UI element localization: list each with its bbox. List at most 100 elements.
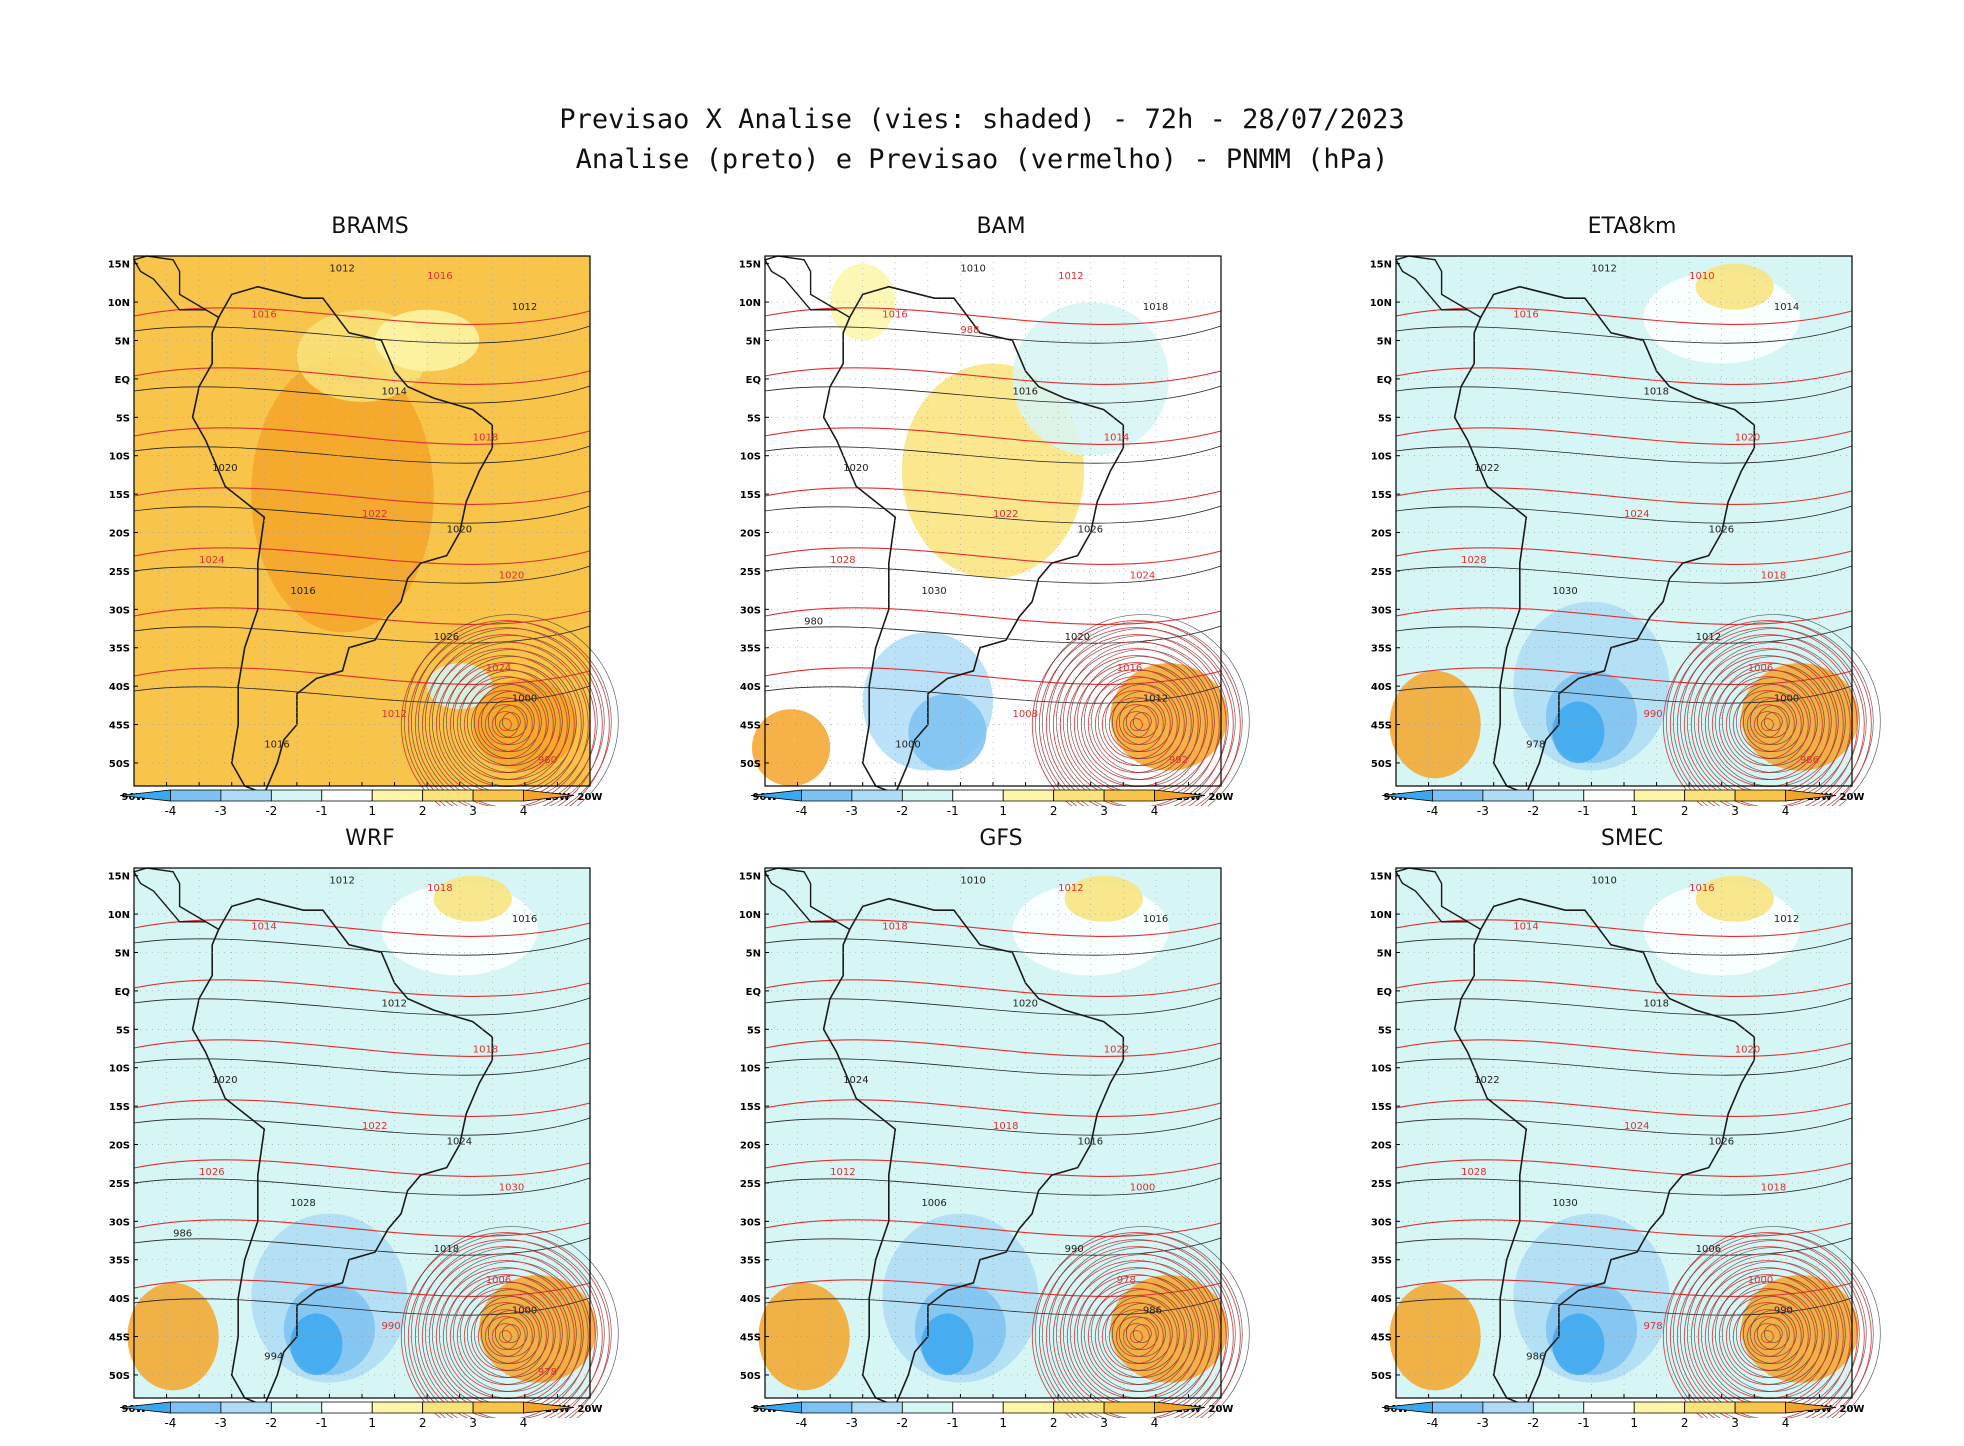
colorbar-label: 4 xyxy=(1782,1416,1790,1430)
isobar-label: 1016 xyxy=(1013,386,1038,397)
colorbar-label: 2 xyxy=(1681,804,1689,818)
analysis-isobar xyxy=(133,445,591,464)
latitude-tick-label: 10N xyxy=(739,910,761,921)
isobar-label: 1006 xyxy=(486,1275,511,1286)
colorbar-bin xyxy=(801,789,853,802)
latitude-tick-label: EQ xyxy=(746,987,761,998)
isobar-label: 1022 xyxy=(1104,1044,1129,1055)
low-isobar-ring xyxy=(1669,627,1865,806)
forecast-isobar xyxy=(764,1039,1222,1057)
isobar-label: 1006 xyxy=(1748,663,1773,674)
analysis-isobar xyxy=(133,565,591,584)
map-panel-smec: SMEC 1010 1016 1012 1014 1018 1020 1022 1024 102… xyxy=(1362,826,1902,1446)
latitude-tick-label: EQ xyxy=(1377,375,1392,386)
isobar-label: 990 xyxy=(1065,1244,1084,1255)
forecast-isobar xyxy=(133,667,591,685)
bias-anomaly xyxy=(751,709,831,786)
forecast-isobar xyxy=(764,607,1222,625)
latitude-tick-label: 10S xyxy=(1371,1064,1392,1075)
isobar-label: 1030 xyxy=(1552,586,1577,597)
latitude-tick-label: 5N xyxy=(115,948,130,959)
forecast-isobar xyxy=(1395,1099,1853,1117)
longitude-tick-label: 90W xyxy=(753,792,778,803)
isobar-label: 1016 xyxy=(1513,309,1538,320)
map-panel-gfs: GFS 1010 1012 1016 1018 1020 1022 1024 1018 1016… xyxy=(731,826,1271,1446)
isobar-label: 1012 xyxy=(329,875,354,886)
latitude-tick-label: EQ xyxy=(746,375,761,386)
isobar-label: 1016 xyxy=(1078,1137,1103,1148)
colorbar-bin xyxy=(1482,789,1534,802)
latitude-tick-label: 30S xyxy=(1371,1217,1392,1228)
low-isobar-ring xyxy=(1034,614,1250,806)
isobar-label: 1024 xyxy=(1624,509,1649,520)
colorbar-bin xyxy=(422,1401,474,1414)
forecast-isobar xyxy=(133,427,591,445)
forecast-isobar xyxy=(1395,1279,1853,1297)
colorbar-bin xyxy=(321,1401,373,1414)
low-isobar-ring xyxy=(1718,676,1816,774)
isobar-label: 1006 xyxy=(1696,1244,1721,1255)
colorbar-label: -1 xyxy=(316,804,328,818)
colorbar-bin xyxy=(170,1401,222,1414)
low-isobar-ring xyxy=(1115,1316,1157,1358)
low-isobar-ring xyxy=(484,704,526,746)
latitude-tick-label: 15N xyxy=(1370,260,1392,271)
latitude-tick-label: 20S xyxy=(740,1141,761,1152)
bias-colorbar: -4 -3 -2 -1 1 2 3 4 xyxy=(119,1401,575,1430)
colorbar-label: 2 xyxy=(419,804,427,818)
colorbar-label: -4 xyxy=(1426,804,1438,818)
analysis-isobar xyxy=(1395,505,1853,524)
forecast-isobar xyxy=(133,307,591,325)
colorbar-label: -1 xyxy=(1578,1416,1590,1430)
analysis-isobar xyxy=(133,1297,591,1316)
latitude-tick-label: 50S xyxy=(1371,1371,1392,1382)
colorbar-bin xyxy=(901,1401,954,1414)
low-isobar-ring xyxy=(1104,684,1180,759)
latitude-tick-label: 5N xyxy=(1377,336,1392,347)
isobar-label: 978 xyxy=(538,1367,557,1378)
isobar-label: 1012 xyxy=(512,302,537,313)
latitude-tick-label: 10S xyxy=(109,452,130,463)
latitude-tick-label: 10S xyxy=(109,1064,130,1075)
colorbar-bin xyxy=(801,1401,853,1414)
latitude-tick-label: 15N xyxy=(1370,872,1392,883)
low-isobar-ring xyxy=(1742,1303,1804,1364)
isobar-group xyxy=(764,919,1222,1316)
map-plot: 1012 1016 1012 1016 1014 1018 1020 1022 1020 1024… xyxy=(108,255,619,806)
latitude-tick-label: 15S xyxy=(109,1102,130,1113)
latitude-tick-label: EQ xyxy=(115,987,130,998)
latitude-tick-label: 10N xyxy=(108,910,130,921)
colorbar-label: -2 xyxy=(896,1416,908,1430)
low-isobar-ring xyxy=(1031,1232,1241,1418)
latitude-tick-label: 35S xyxy=(740,644,761,655)
low-isobar-ring xyxy=(1038,1239,1234,1418)
isobar-label: 1028 xyxy=(290,1198,315,1209)
latitude-tick-label: 40S xyxy=(740,682,761,693)
latitude-tick-label: 45S xyxy=(1371,721,1392,732)
colorbar-bin xyxy=(1154,1401,1206,1414)
bias-colorbar: -4 -3 -2 -1 1 2 3 4 xyxy=(1381,789,1837,818)
analysis-isobar xyxy=(764,685,1222,704)
colorbar-bin xyxy=(422,789,474,802)
bias-colorbar: -4 -3 -2 -1 1 2 3 4 xyxy=(750,1401,1206,1430)
colorbar-label: 1 xyxy=(368,1416,376,1430)
isobar-label: 1030 xyxy=(921,586,946,597)
forecast-isobar xyxy=(133,487,591,505)
colorbar-label: 2 xyxy=(1050,1416,1058,1430)
latitude-tick-label: 5S xyxy=(1378,413,1392,424)
latitude-tick-label: 35S xyxy=(1371,1256,1392,1267)
low-isobar-ring xyxy=(1115,704,1157,746)
isobar-label: 1016 xyxy=(1143,914,1168,925)
latitude-tick-label: 50S xyxy=(109,1371,130,1382)
latitude-tick-label: 25S xyxy=(740,567,761,578)
latitude-tick-label: 50S xyxy=(740,759,761,770)
latitude-tick-label: 20S xyxy=(109,529,130,540)
latitude-tick-label: 40S xyxy=(1371,1294,1392,1305)
forecast-isobar xyxy=(1395,919,1853,937)
latitude-tick-label: 10N xyxy=(739,298,761,309)
latitude-tick-label: 45S xyxy=(1371,1333,1392,1344)
colorbar-bin xyxy=(119,789,171,802)
colorbar-label: 3 xyxy=(469,804,477,818)
isobar-label: 986 xyxy=(1800,755,1819,766)
low-isobar-ring xyxy=(1097,677,1187,766)
